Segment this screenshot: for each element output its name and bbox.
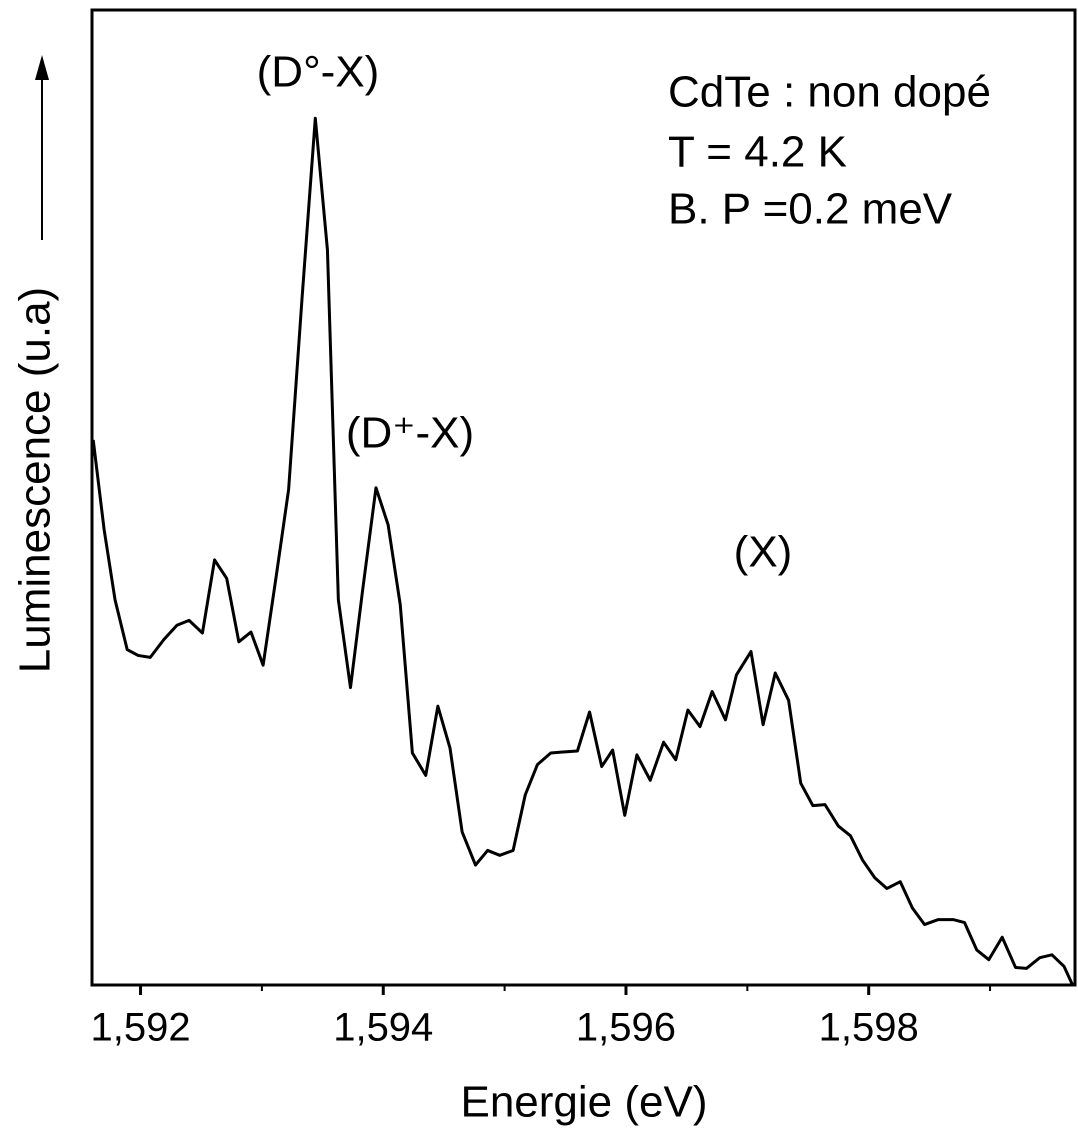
data-line bbox=[91, 116, 1074, 986]
annotation: (D⁺-X) bbox=[346, 409, 474, 458]
info-line: CdTe : non dopé bbox=[668, 68, 991, 117]
x-tick-label: 1,598 bbox=[819, 1006, 919, 1050]
x-axis-label: Energie (eV) bbox=[460, 1078, 707, 1127]
annotation: (D°-X) bbox=[257, 48, 380, 97]
info-line: T = 4.2 K bbox=[668, 128, 847, 177]
annotation: (X) bbox=[734, 528, 793, 577]
info-line: B. P =0.2 meV bbox=[668, 185, 953, 234]
x-tick-label: 1,596 bbox=[576, 1006, 676, 1050]
y-axis-label: Luminescence (u.a) bbox=[11, 287, 60, 673]
y-arrow-head bbox=[35, 55, 49, 80]
x-tick-label: 1,594 bbox=[333, 1006, 433, 1050]
x-tick-label: 1,592 bbox=[90, 1006, 190, 1050]
plot-frame bbox=[90, 8, 1077, 987]
